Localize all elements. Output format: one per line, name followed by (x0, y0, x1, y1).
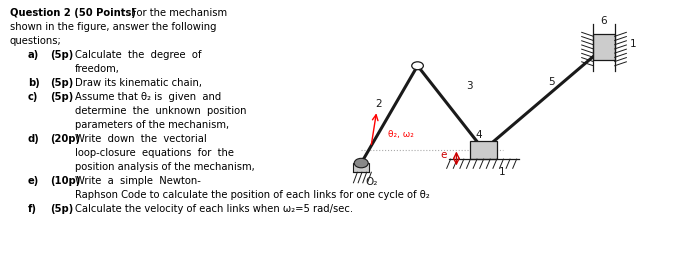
Text: 6: 6 (600, 16, 607, 26)
Text: d): d) (28, 134, 40, 144)
Text: f): f) (28, 204, 37, 214)
Text: freedom,: freedom, (75, 64, 120, 74)
Text: e): e) (28, 176, 39, 186)
Text: 3: 3 (466, 82, 473, 92)
Text: Write  down  the  vectorial: Write down the vectorial (75, 134, 206, 144)
Circle shape (412, 62, 424, 70)
Text: (5p): (5p) (50, 204, 74, 214)
Text: c): c) (28, 92, 38, 102)
Bar (470, 141, 497, 159)
Text: b): b) (28, 78, 40, 88)
Text: e: e (441, 150, 447, 160)
Text: 1: 1 (630, 39, 637, 49)
Text: (5p): (5p) (50, 78, 74, 88)
Text: position analysis of the mechanism,: position analysis of the mechanism, (75, 162, 255, 172)
Text: shown in the figure, answer the following: shown in the figure, answer the followin… (10, 22, 216, 32)
Text: determine  the  unknown  position: determine the unknown position (75, 106, 246, 116)
Text: O₂: O₂ (365, 178, 377, 188)
Text: (5p): (5p) (50, 50, 74, 60)
Text: Calculate  the  degree  of: Calculate the degree of (75, 50, 202, 60)
Text: parameters of the mechanism,: parameters of the mechanism, (75, 120, 229, 130)
Text: 2: 2 (374, 99, 382, 109)
Text: For the mechanism: For the mechanism (128, 8, 227, 18)
Text: questions;: questions; (10, 36, 62, 46)
Text: Assume that θ₂ is  given  and: Assume that θ₂ is given and (75, 92, 221, 102)
Bar (594, 34, 615, 60)
Text: 1: 1 (499, 167, 506, 177)
Text: 4: 4 (476, 130, 482, 140)
Text: Write  a  simple  Newton-: Write a simple Newton- (75, 176, 201, 186)
Text: Question 2 (50 Points): Question 2 (50 Points) (10, 8, 136, 18)
Text: loop-closure  equations  for  the: loop-closure equations for the (75, 148, 234, 158)
Text: (20p): (20p) (50, 134, 80, 144)
Bar (354, 163, 369, 172)
Text: (10p): (10p) (50, 176, 80, 186)
Circle shape (354, 158, 368, 168)
Text: θ₂, ω₂: θ₂, ω₂ (389, 130, 414, 139)
Text: Calculate the velocity of each links when ω₂=5 rad/sec.: Calculate the velocity of each links whe… (75, 204, 353, 214)
Text: Raphson Code to calculate the position of each links for one cycle of θ₂: Raphson Code to calculate the position o… (75, 190, 430, 200)
Text: 5: 5 (547, 78, 554, 88)
Text: (5p): (5p) (50, 92, 74, 102)
Text: a): a) (28, 50, 39, 60)
Text: Draw its kinematic chain,: Draw its kinematic chain, (75, 78, 202, 88)
